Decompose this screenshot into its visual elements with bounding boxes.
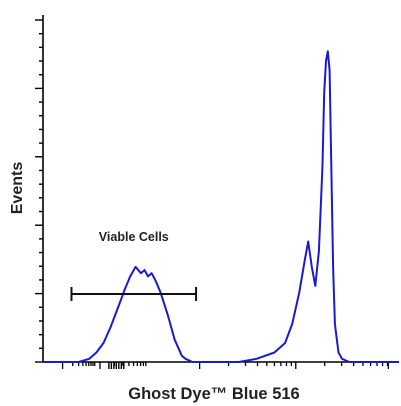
viable-cells-gate (70, 287, 198, 301)
x-axis-label: Ghost Dye™ Blue 516 (128, 385, 299, 403)
gate-label: Viable Cells (99, 230, 169, 244)
y-axis-label: Events (9, 162, 26, 215)
y-axis-ticks (35, 19, 43, 363)
histogram-line (43, 50, 399, 363)
x-axis-ticks (61, 362, 389, 369)
